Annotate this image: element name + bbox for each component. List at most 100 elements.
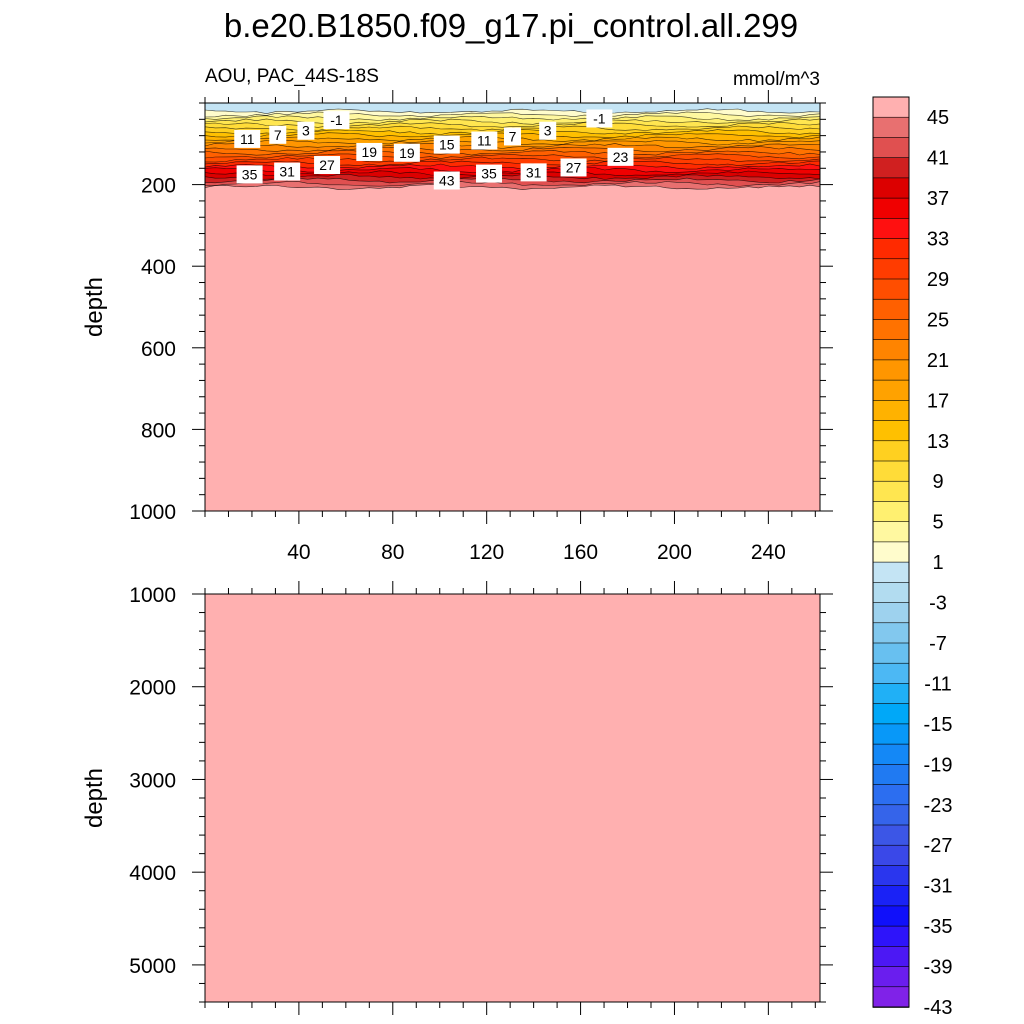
colorbar-label: 37 xyxy=(927,188,949,210)
y-tick-label: 3000 xyxy=(129,769,176,792)
x-tick-label: 40 xyxy=(287,541,310,564)
colorbar-swatch xyxy=(872,784,910,806)
colorbar-label: -27 xyxy=(924,835,953,857)
contour-line xyxy=(205,149,820,156)
contour-label: 7 xyxy=(269,125,287,144)
contour-label-box xyxy=(476,164,503,183)
colorbar-swatch xyxy=(872,298,910,321)
colorbar-swatch xyxy=(872,946,910,968)
colorbar-swatch xyxy=(872,197,910,220)
contour-label-box xyxy=(586,109,613,128)
colorbar-swatch xyxy=(872,622,910,644)
colorbar-label: 33 xyxy=(927,229,949,251)
colorbar-swatch xyxy=(872,885,910,907)
deep-water-fill xyxy=(205,594,820,1002)
colorbar-swatch xyxy=(872,379,910,402)
contour-label-text: -1 xyxy=(593,111,606,127)
contour-label-text: 11 xyxy=(240,131,255,147)
colorbar-swatch xyxy=(872,905,910,927)
contour-label-box xyxy=(471,131,498,150)
deep-water-fill xyxy=(205,196,820,511)
colorbar-label: -3 xyxy=(929,593,947,615)
colorbar-label: -7 xyxy=(929,633,947,655)
contour-label: 19 xyxy=(393,143,420,162)
x-tick-label: 120 xyxy=(469,541,504,564)
contour-line xyxy=(205,167,820,173)
contour-label: 43 xyxy=(433,171,460,190)
colorbar-swatch xyxy=(872,278,910,301)
colorbar-label: -15 xyxy=(924,714,953,736)
contour-label: 27 xyxy=(314,156,341,175)
colorbar-swatch xyxy=(872,723,910,745)
y-tick-label: 200 xyxy=(141,175,176,198)
contour-label: 23 xyxy=(607,147,634,166)
colorbar-swatch xyxy=(872,501,910,523)
contour-line xyxy=(205,160,820,167)
contour-line xyxy=(205,146,820,152)
lower-panel: 1000 2000 3000 4000 5000 depth xyxy=(81,581,833,1015)
contour-label-box xyxy=(607,147,634,166)
contour-label-text: 19 xyxy=(399,145,415,161)
colorbar-swatch xyxy=(872,642,910,665)
colorbar-swatch xyxy=(872,703,910,725)
contour-label: 35 xyxy=(476,164,503,183)
contour-label: 27 xyxy=(560,158,587,177)
contour-label-box xyxy=(520,163,547,182)
contour-label: 15 xyxy=(433,135,460,154)
chart-title: b.e20.B1850.f09_g17.pi_control.all.299 xyxy=(224,7,798,44)
chart-subtitle-left: AOU, PAC_44S-18S xyxy=(205,66,379,87)
contour-line xyxy=(205,153,820,160)
colorbar-label: -43 xyxy=(924,997,953,1019)
y-tick-label: 1000 xyxy=(129,501,176,524)
contour-label-box xyxy=(539,121,557,140)
contour-label: 11 xyxy=(234,129,261,148)
contour-line xyxy=(205,111,820,118)
contour-label-text: 15 xyxy=(439,137,455,153)
colorbar-swatch xyxy=(872,521,910,543)
colorbar-label: 1 xyxy=(932,552,943,574)
contour-label-text: 31 xyxy=(526,164,542,180)
colorbar-label: 21 xyxy=(927,350,949,372)
colorbar-label: 9 xyxy=(932,471,943,493)
colorbar-swatch xyxy=(872,683,910,705)
contour-label-text: 3 xyxy=(302,123,310,139)
colorbar-label: -19 xyxy=(924,754,953,776)
contour-label-text: 19 xyxy=(362,144,378,160)
colorbar-label: 25 xyxy=(927,309,949,331)
contour-field xyxy=(205,594,820,1002)
contour-label: 11 xyxy=(471,131,498,150)
upper-panel: -1 -1 11 7 3 19 19 15 11 7 3 35 31 27 43 35 31 27 23 200 400… xyxy=(81,90,833,564)
contour-label-text: 3 xyxy=(544,123,552,139)
colorbar-label: -31 xyxy=(924,876,953,898)
contour-label: 7 xyxy=(504,127,521,146)
contour-label: 31 xyxy=(274,162,301,181)
y-tick-label: 1000 xyxy=(129,584,176,607)
colorbar-swatch xyxy=(872,925,910,948)
y-tick-label: 600 xyxy=(141,338,176,361)
x-tick-label: 80 xyxy=(381,541,404,564)
colorbar-swatch xyxy=(872,582,910,604)
contour-line xyxy=(205,163,820,170)
colorbar-label: 17 xyxy=(927,390,949,412)
contour-label-box xyxy=(236,165,263,184)
colorbar-frame xyxy=(872,96,910,1008)
x-tick-label: 240 xyxy=(751,541,786,564)
contour-label-text: -1 xyxy=(330,112,343,128)
contour-label-text: 27 xyxy=(566,159,582,175)
contour-label: 19 xyxy=(356,142,383,161)
colorbar-swatch xyxy=(872,865,910,887)
contour-label: 35 xyxy=(236,165,263,184)
colorbar-label: -23 xyxy=(924,795,953,817)
colorbar-label: -39 xyxy=(924,957,953,979)
colorbar-swatch xyxy=(872,400,910,422)
contour-label: 3 xyxy=(539,121,557,140)
colorbar-label: 41 xyxy=(927,148,949,170)
y-axis-label: depth xyxy=(81,768,108,828)
colorbar-swatch xyxy=(872,420,910,442)
contour-label: 31 xyxy=(520,163,547,182)
contour-label-text: 27 xyxy=(319,157,335,173)
contour-label-box xyxy=(269,125,287,144)
contour-label-text: 7 xyxy=(274,127,282,143)
contour-label-box xyxy=(297,121,315,140)
